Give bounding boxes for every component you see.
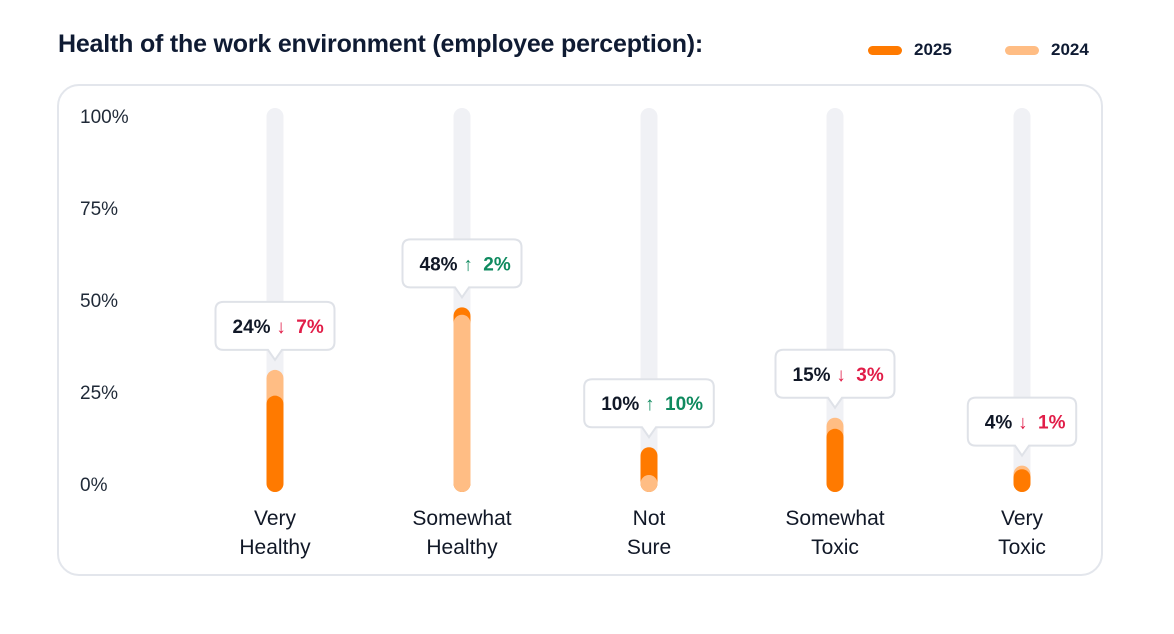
category-label: Not bbox=[633, 507, 666, 530]
callout-box bbox=[401, 238, 523, 300]
y-tick-label: 75% bbox=[80, 199, 118, 220]
bar-2024 bbox=[453, 314, 471, 492]
category-label: Somewhat bbox=[412, 507, 511, 530]
category-label: Sure bbox=[627, 536, 671, 559]
bar-2025 bbox=[1013, 469, 1031, 492]
arrow-down-icon: ↓ bbox=[1018, 413, 1028, 434]
callout-delta: 2% bbox=[483, 254, 511, 275]
bar-track bbox=[1013, 108, 1031, 492]
y-tick-label: 0% bbox=[80, 475, 108, 496]
category-label: Very bbox=[1001, 507, 1044, 530]
category-label: Very bbox=[254, 507, 297, 530]
legend-swatch-2024 bbox=[1005, 45, 1039, 55]
legend-label-2024: 2024 bbox=[1051, 40, 1089, 59]
callout-delta: 7% bbox=[296, 317, 324, 338]
arrow-down-icon: ↓ bbox=[276, 317, 286, 338]
legend-item-2025: 2025 bbox=[868, 38, 952, 62]
callout-delta: 1% bbox=[1038, 413, 1066, 434]
callout-value: 4% bbox=[985, 413, 1013, 434]
category-label: Healthy bbox=[426, 536, 498, 559]
chart-title: Health of the work environment (employee… bbox=[58, 30, 704, 58]
y-tick-label: 50% bbox=[80, 291, 118, 312]
bar-2025 bbox=[826, 428, 844, 492]
callout-box bbox=[214, 300, 336, 362]
callout-value: 10% bbox=[601, 394, 639, 415]
arrow-up-icon: ↑ bbox=[645, 394, 655, 415]
callout-value: 24% bbox=[233, 317, 271, 338]
arrow-down-icon: ↓ bbox=[836, 365, 846, 386]
callout-delta: 10% bbox=[665, 394, 703, 415]
bar-2025 bbox=[266, 395, 284, 492]
legend-item-2024: 2024 bbox=[1005, 38, 1089, 62]
y-tick-label: 100% bbox=[80, 107, 129, 128]
category-label: Somewhat bbox=[785, 507, 884, 530]
bar-2024 bbox=[640, 475, 658, 492]
callout-delta: 3% bbox=[856, 365, 884, 386]
chart-card bbox=[57, 84, 1103, 576]
callout-box bbox=[583, 378, 715, 439]
legend-swatch-2025 bbox=[868, 45, 902, 55]
callout-value: 48% bbox=[420, 254, 458, 275]
callout-box bbox=[774, 348, 896, 410]
category-label: Toxic bbox=[998, 536, 1046, 559]
y-tick-label: 25% bbox=[80, 383, 118, 404]
legend-label-2025: 2025 bbox=[914, 40, 952, 59]
callout-value: 15% bbox=[793, 365, 831, 386]
category-label: Toxic bbox=[811, 536, 859, 559]
arrow-up-icon: ↑ bbox=[463, 254, 473, 275]
category-label: Healthy bbox=[239, 536, 311, 559]
callout-box bbox=[966, 396, 1078, 458]
